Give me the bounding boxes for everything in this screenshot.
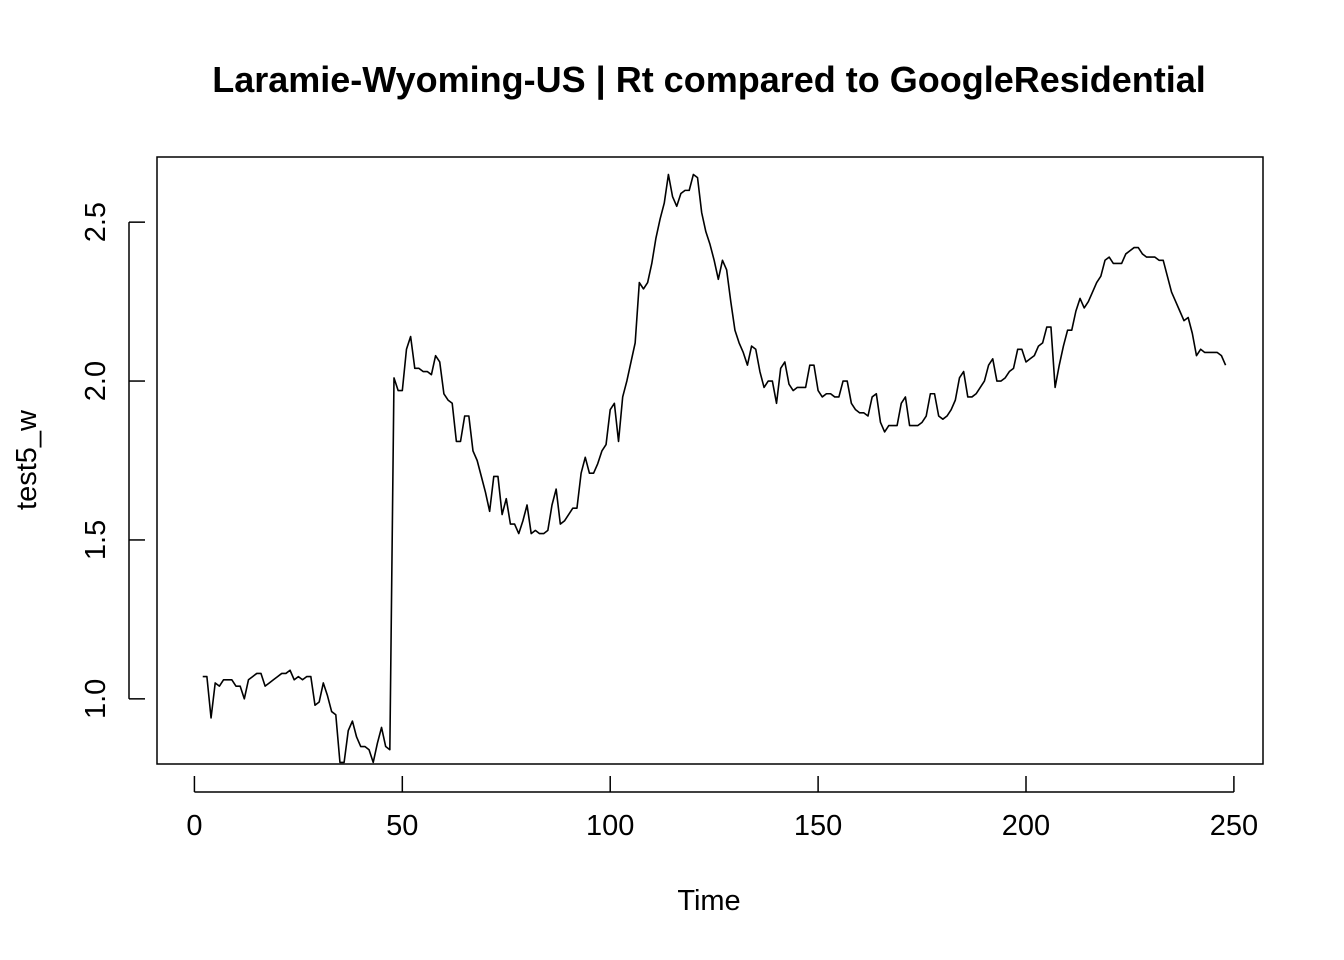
y-tick-label: 2.5: [80, 202, 112, 242]
y-axis-label: test5_w: [11, 409, 43, 510]
x-tick-label: 200: [1002, 810, 1050, 842]
x-tick-label: 0: [186, 810, 202, 842]
series-line: [202, 173, 1227, 764]
x-tick-label: 250: [1210, 810, 1258, 842]
x-tick-label: 150: [794, 810, 842, 842]
plot-frame: [156, 156, 1264, 765]
y-axis: 1.0 1.5 2.0 2.5: [80, 202, 145, 719]
y-tick-label: 2.0: [80, 361, 112, 401]
chart-title: Laramie-Wyoming-US | Rt compared to Goog…: [212, 59, 1206, 101]
x-tick-label: 100: [586, 810, 634, 842]
x-axis-label: Time: [677, 885, 740, 917]
x-axis: 0 50 100 150 200 250: [186, 776, 1258, 842]
x-tick-label: 50: [386, 810, 418, 842]
y-tick-label: 1.0: [80, 679, 112, 719]
y-tick-label: 1.5: [80, 520, 112, 560]
